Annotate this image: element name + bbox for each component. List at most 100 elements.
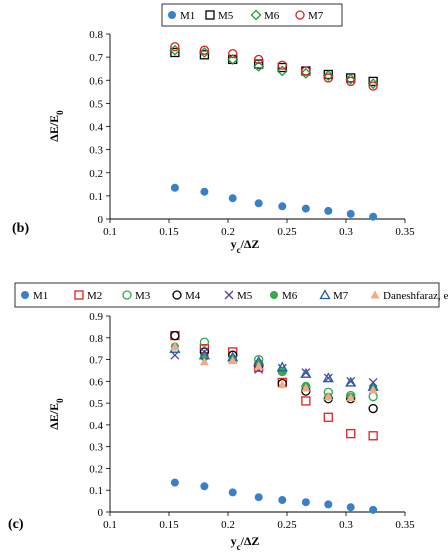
- series-m7: [169, 342, 379, 391]
- legend-marker: [370, 290, 380, 299]
- y-tick-label: 0.6: [89, 75, 103, 87]
- legend-label: M5: [237, 290, 253, 302]
- data-point: [301, 204, 310, 213]
- series-m7: [170, 42, 378, 91]
- data-point: [228, 356, 238, 365]
- legend-marker: [205, 10, 215, 20]
- panel-label: (b): [12, 221, 29, 236]
- data-point: [368, 391, 378, 402]
- legend-box: [14, 282, 440, 308]
- data-point: [278, 202, 287, 211]
- data-point: [254, 493, 263, 502]
- data-point: [323, 373, 333, 383]
- data-point: [254, 199, 263, 208]
- legend-label: M3: [135, 290, 151, 302]
- data-point: [346, 503, 355, 512]
- data-point: [254, 361, 264, 370]
- data-point: [200, 482, 209, 491]
- data-point: [368, 385, 378, 394]
- data-point: [199, 50, 210, 60]
- y-tick-label: 0.5: [89, 98, 103, 110]
- y-tick-label: 0.7: [89, 355, 103, 367]
- chart-panel-1: M1 M2 M3 M4 M5 M6 M7 Daneshfaraz, et al. [29] 0.…: [8, 282, 448, 552]
- x-tick-label: 0.3: [339, 519, 353, 531]
- data-point: [170, 330, 180, 341]
- legend-label: M4: [185, 290, 201, 302]
- y-tick-label: 0: [98, 214, 104, 226]
- data-point: [322, 372, 334, 383]
- data-point: [346, 209, 355, 218]
- y-tick-label: 0.6: [89, 376, 103, 388]
- y-tick-label: 0.4: [89, 420, 103, 432]
- data-point: [367, 78, 379, 90]
- data-point: [301, 498, 310, 507]
- data-point: [323, 412, 333, 422]
- legend-marker: [295, 10, 305, 20]
- data-point: [277, 60, 287, 70]
- data-point: [170, 42, 180, 52]
- legend-label: M6: [264, 10, 280, 22]
- x-tick-label: 0.2: [221, 226, 235, 238]
- y-tick-label: 0.1: [89, 191, 103, 203]
- legend-marker: [122, 290, 132, 300]
- data-point: [254, 59, 264, 69]
- data-point: [346, 393, 356, 402]
- legend-marker: [168, 11, 176, 19]
- data-point: [323, 73, 333, 83]
- x-tick-label: 0.15: [159, 226, 179, 238]
- data-point: [253, 60, 265, 72]
- data-point: [324, 206, 333, 215]
- legend-marker: [74, 290, 84, 300]
- series-m3: [170, 330, 378, 402]
- data-point: [301, 368, 311, 378]
- x-tick-label: 0.35: [395, 226, 415, 238]
- legend: M1 M2 M3 M4 M5 M6 M7 Daneshfaraz, et al. [29]: [14, 282, 448, 308]
- data-point: [301, 66, 311, 76]
- legend-marker: [224, 290, 234, 300]
- data-point: [322, 70, 334, 82]
- data-point: [301, 383, 311, 392]
- y-axis-title: ΔE/E0: [47, 110, 65, 142]
- data-point: [199, 357, 209, 366]
- y-tick-label: 0.7: [89, 52, 103, 64]
- legend: M1 M5 M6 M7: [161, 3, 343, 27]
- legend-label: M6: [282, 290, 298, 302]
- y-tick-label: 0.8: [89, 333, 103, 345]
- legend-label: M7: [333, 290, 349, 302]
- y-tick-label: 0.5: [89, 398, 103, 410]
- x-tick-label: 0.1: [103, 519, 117, 531]
- x-tick-label: 0.1: [103, 226, 117, 238]
- data-point: [170, 478, 179, 487]
- legend-label: M1: [33, 290, 48, 302]
- data-point: [368, 431, 378, 441]
- data-point: [346, 76, 356, 87]
- data-point: [324, 500, 333, 509]
- y-tick-label: 0.9: [89, 311, 103, 323]
- series-m6: [170, 342, 378, 401]
- x-tick-label: 0.35: [395, 519, 415, 531]
- data-point: [277, 380, 287, 389]
- data-point: [345, 73, 357, 85]
- legend-label: M7: [308, 10, 324, 22]
- data-point: [368, 403, 378, 414]
- chart-panel-0: M1 M5 M6 M70.1 0.15 0.2 0.25 0.3 0.3500.10.20.30…: [12, 3, 415, 255]
- data-point: [227, 54, 239, 65]
- data-point: [200, 187, 209, 196]
- series-m5: [170, 347, 378, 387]
- legend-marker: [21, 291, 29, 299]
- data-point: [276, 361, 288, 372]
- data-point: [300, 67, 312, 79]
- y-tick-label: 0.2: [89, 463, 103, 475]
- y-tick-label: 0.2: [89, 168, 103, 180]
- data-point: [345, 376, 357, 387]
- x-tick-label: 0.3: [339, 226, 353, 238]
- x-axis-title: yc/ΔZ: [231, 237, 260, 255]
- legend-marker: [319, 289, 331, 300]
- data-point: [228, 488, 237, 497]
- data-point: [199, 337, 210, 347]
- y-tick-label: 0.8: [89, 29, 103, 41]
- data-point: [228, 49, 238, 59]
- data-point: [301, 396, 311, 406]
